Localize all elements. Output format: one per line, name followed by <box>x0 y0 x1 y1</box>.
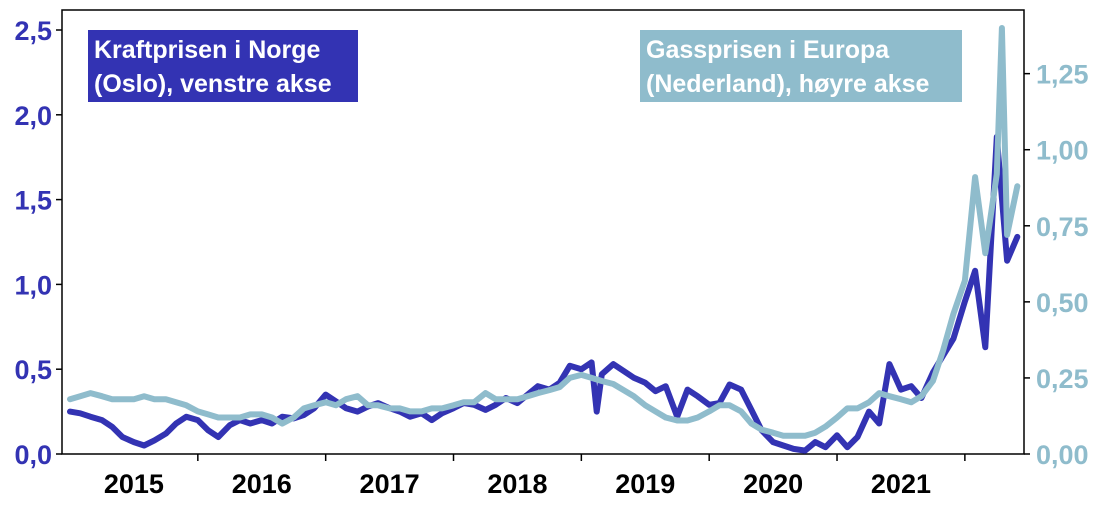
left-tick-label: 0,5 <box>14 355 52 385</box>
right-tick-label: 0,00 <box>1036 440 1089 470</box>
right-tick-label: 1,00 <box>1036 136 1089 166</box>
legend-left-line-1: Kraftprisen i Norge <box>94 36 321 64</box>
right-tick-label: 0,25 <box>1036 364 1089 394</box>
x-tick-label: 2015 <box>104 469 164 499</box>
plot-area-frame <box>61 9 1025 455</box>
series-line-gassprisen <box>67 25 1021 439</box>
x-tick-label: 2021 <box>871 469 931 499</box>
left-tick-label: 2,0 <box>14 101 52 131</box>
right-tick-label: 0,50 <box>1036 288 1089 318</box>
left-tick-label: 2,5 <box>14 16 52 46</box>
legend-right-line-1: Gassprisen i Europa <box>646 36 890 64</box>
right-tick-label: 0,75 <box>1036 212 1089 242</box>
right-axis-ticks: 0,00 0,25 0,50 0,75 1,00 1,25 <box>1024 60 1089 470</box>
legend-left-background <box>88 30 358 102</box>
legend-right-series: Gassprisen i Europa (Nederland), høyre a… <box>640 30 962 102</box>
left-axis-ticks: 0,0 0,5 1,0 1,5 2,0 2,5 <box>14 16 62 470</box>
x-tick-label: 2016 <box>232 469 292 499</box>
x-tick-label: 2017 <box>360 469 420 499</box>
right-tick-label: 1,25 <box>1036 60 1089 90</box>
left-tick-label: 1,5 <box>14 186 52 216</box>
x-tick-label: 2019 <box>615 469 675 499</box>
legend-right-line-2: (Nederland), høyre akse <box>646 70 930 98</box>
legend-left-series: Kraftprisen i Norge (Oslo), venstre akse <box>88 30 358 102</box>
x-axis-ticks: 2015 2016 2017 2018 2019 2020 2021 <box>104 454 966 499</box>
series-line-kraftprisen <box>67 133 1021 454</box>
left-tick-label: 1,0 <box>14 270 52 300</box>
x-tick-label: 2020 <box>743 469 803 499</box>
x-tick-label: 2018 <box>487 469 547 499</box>
left-tick-label: 0,0 <box>14 440 52 470</box>
series-layer <box>67 25 1021 454</box>
legend-left-line-2: (Oslo), venstre akse <box>94 70 332 98</box>
legend-right-background <box>640 30 962 102</box>
